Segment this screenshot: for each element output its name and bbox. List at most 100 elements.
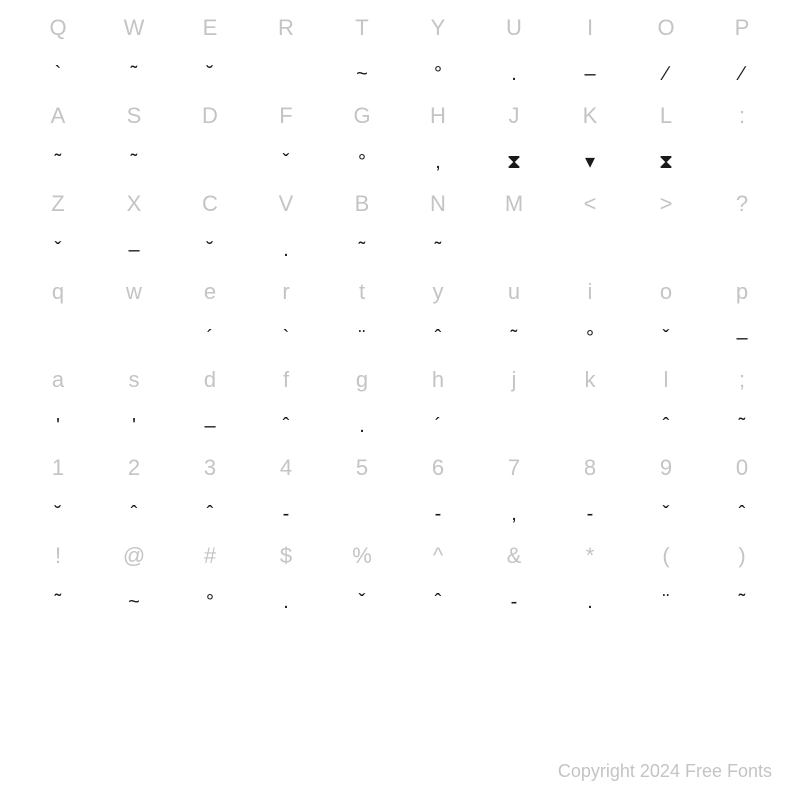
charmap-cell: 7,: [476, 448, 552, 536]
charmap-cell: ^ˆ: [400, 536, 476, 624]
charmap-cell: d–: [172, 360, 248, 448]
charmap-label: h: [432, 366, 444, 394]
charmap-cell: N˜: [400, 184, 476, 272]
charmap-cell: A˜: [20, 96, 96, 184]
charmap-label: C: [202, 190, 218, 218]
charmap-cell: K▾: [552, 96, 628, 184]
charmap-label: 7: [508, 454, 520, 482]
charmap-cell: Zˇ: [20, 184, 96, 272]
charmap-label: 2: [128, 454, 140, 482]
charmap-label: >: [660, 190, 673, 218]
charmap-glyph: ~: [356, 62, 368, 86]
charmap-cell: s': [96, 360, 172, 448]
charmap-cell: !˜: [20, 536, 96, 624]
charmap-glyph: .: [283, 238, 289, 262]
charmap-cell: 0ˆ: [704, 448, 780, 536]
charmap-glyph: ˜: [739, 414, 746, 438]
charmap-glyph: ˜: [131, 150, 138, 174]
charmap-label: 6: [432, 454, 444, 482]
charmap-label: e: [204, 278, 216, 306]
charmap-cell: Y°: [400, 8, 476, 96]
charmap-cell: G°: [324, 96, 400, 184]
charmap-label: Z: [51, 190, 64, 218]
charmap-label: Y: [431, 14, 446, 42]
charmap-label: q: [52, 278, 64, 306]
charmap-label: p: [736, 278, 748, 306]
charmap-cell: 5: [324, 448, 400, 536]
charmap-glyph: ´: [207, 326, 214, 350]
charmap-label: d: [204, 366, 216, 394]
charmap-cell: 4-: [248, 448, 324, 536]
charmap-glyph: –: [584, 62, 595, 86]
charmap-glyph: –: [128, 238, 139, 262]
charmap-glyph: ': [56, 414, 60, 438]
charmap-label: w: [126, 278, 142, 306]
charmap-label: J: [509, 102, 520, 130]
charmap-cell: k: [552, 360, 628, 448]
charmap-label: t: [359, 278, 365, 306]
charmap-glyph: ▾: [585, 150, 595, 174]
charmap-glyph: -: [511, 590, 518, 614]
charmap-label: <: [584, 190, 597, 218]
charmap-label: A: [51, 102, 66, 130]
charmap-glyph: `: [283, 326, 290, 350]
charmap-glyph: ˇ: [283, 150, 290, 174]
charmap-label: E: [203, 14, 218, 42]
charmap-label: G: [353, 102, 370, 130]
charmap-label: D: [202, 102, 218, 130]
charmap-label: o: [660, 278, 672, 306]
charmap-label: ?: [736, 190, 748, 218]
charmap-cell: @~: [96, 536, 172, 624]
charmap-glyph: ⧗: [659, 150, 673, 174]
copyright-text: Copyright 2024 Free Fonts: [558, 761, 772, 782]
charmap-glyph: –: [204, 414, 215, 438]
charmap-label: L: [660, 102, 672, 130]
charmap-label: ^: [433, 542, 443, 570]
charmap-glyph: ˆ: [207, 502, 214, 526]
charmap-cell: V.: [248, 184, 324, 272]
charmap-glyph: .: [359, 414, 365, 438]
charmap-label: u: [508, 278, 520, 306]
charmap-glyph: ¨: [663, 590, 670, 614]
charmap-glyph: ˘: [207, 62, 214, 86]
charmap-glyph: ∕: [664, 62, 667, 86]
charmap-label: ;: [739, 366, 745, 394]
charmap-label: (: [662, 542, 669, 570]
charmap-glyph: ´: [435, 414, 442, 438]
charmap-cell: g.: [324, 360, 400, 448]
charmap-glyph: ˇ: [55, 238, 62, 262]
charmap-cell: ?: [704, 184, 780, 272]
charmap-label: s: [129, 366, 140, 394]
charmap-glyph: ∕: [740, 62, 743, 86]
charmap-glyph: ˆ: [131, 502, 138, 526]
charmap-glyph: ¨: [359, 326, 366, 350]
charmap-glyph: ,: [435, 150, 441, 174]
charmap-label: a: [52, 366, 64, 394]
charmap-label: #: [204, 542, 216, 570]
charmap-label: P: [735, 14, 750, 42]
charmap-label: I: [587, 14, 593, 42]
charmap-glyph: ˆ: [739, 502, 746, 526]
charmap-cell: D: [172, 96, 248, 184]
charmap-label: B: [355, 190, 370, 218]
charmap-cell: 6-: [400, 448, 476, 536]
charmap-cell: >: [628, 184, 704, 272]
charmap-glyph: -: [587, 502, 594, 526]
charmap-label: 8: [584, 454, 596, 482]
charmap-label: 4: [280, 454, 292, 482]
charmap-glyph: ˜: [739, 590, 746, 614]
charmap-cell: 2ˆ: [96, 448, 172, 536]
charmap-label: Q: [49, 14, 66, 42]
charmap-label: !: [55, 542, 61, 570]
charmap-label: 3: [204, 454, 216, 482]
charmap-cell: H,: [400, 96, 476, 184]
charmap-glyph: ˇ: [359, 590, 366, 614]
charmap-glyph: ˜: [55, 150, 62, 174]
charmap-glyph: -: [435, 502, 442, 526]
charmap-label: $: [280, 542, 292, 570]
charmap-label: i: [588, 278, 593, 306]
charmap-label: T: [355, 14, 368, 42]
charmap-label: N: [430, 190, 446, 218]
charmap-label: 1: [52, 454, 64, 482]
charmap-glyph: ': [132, 414, 136, 438]
